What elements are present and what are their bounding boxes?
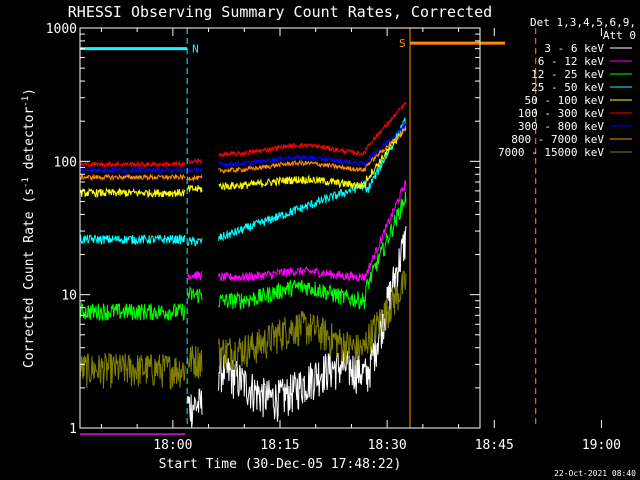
x-tick-label: 19:00 <box>582 438 621 453</box>
series-line <box>218 225 407 422</box>
x-axis-label: Start Time (30-Dec-05 17:48:22) <box>159 457 402 472</box>
series-line <box>218 122 407 191</box>
y-tick-label: 1 <box>69 422 77 437</box>
legend-label: 50 - 100 keV <box>525 94 605 107</box>
legend-label: 12 - 25 keV <box>531 68 604 81</box>
series-line <box>186 185 203 194</box>
series-line <box>79 233 186 246</box>
y-axis-label: Corrected Count Rate (s-1 detector-1) <box>21 88 37 368</box>
y-label-part1: Corrected Count Rate (s <box>22 188 37 368</box>
legend-header: Det 1,3,4,5,6,9, <box>530 16 636 29</box>
y-tick-label: 10 <box>61 289 77 304</box>
series-line <box>79 173 186 182</box>
series-line <box>186 345 203 379</box>
y-label-part3: ) <box>22 88 37 96</box>
series-line <box>218 101 407 158</box>
y-tick-label: 1000 <box>46 22 77 37</box>
legend-label: 25 - 50 keV <box>531 81 604 94</box>
series-line <box>218 270 407 372</box>
saa-label: S <box>399 37 406 50</box>
legend-label: 7000 - 15000 keV <box>498 146 604 159</box>
series-line <box>218 122 407 169</box>
series-line <box>186 388 203 428</box>
series-line <box>79 352 186 390</box>
legend-label: 300 - 800 keV <box>518 120 604 133</box>
series-line <box>186 174 203 182</box>
series-line <box>187 270 203 282</box>
legend-label: 6 - 12 keV <box>538 55 605 68</box>
series-line <box>186 286 203 304</box>
legend-label: 800 - 7000 keV <box>511 133 604 146</box>
y-tick-label: 100 <box>54 155 77 170</box>
series-line <box>79 160 186 169</box>
series-line <box>186 157 202 165</box>
series-line <box>186 167 203 174</box>
data-layer <box>79 101 407 435</box>
legend-label: 100 - 300 keV <box>518 107 604 120</box>
y-axis: 1 10 100 1000 <box>46 22 480 437</box>
series-line <box>218 180 407 283</box>
legend-header: Att 0 <box>603 29 636 42</box>
series-line <box>186 236 203 247</box>
x-tick-label: 18:30 <box>368 438 407 453</box>
series-line <box>218 117 407 242</box>
night-label: N <box>192 43 199 56</box>
series-line <box>79 166 186 174</box>
series-line <box>79 302 186 321</box>
series-line <box>218 128 407 175</box>
legend-label: 3 - 6 keV <box>544 42 604 55</box>
y-label-part2: detector <box>22 107 37 178</box>
x-tick-label: 18:15 <box>260 438 299 453</box>
footer-date: 22-Oct-2021 08:40 <box>554 469 636 478</box>
x-tick-label: 18:45 <box>475 438 514 453</box>
series-line <box>79 187 186 199</box>
series-line <box>218 191 407 310</box>
chart-title: RHESSI Observing Summary Count Rates, Co… <box>68 3 492 21</box>
x-tick-label: 18:00 <box>153 438 192 453</box>
y-label-sup2: -1 <box>21 96 31 107</box>
y-label-sup1: -1 <box>21 177 31 188</box>
